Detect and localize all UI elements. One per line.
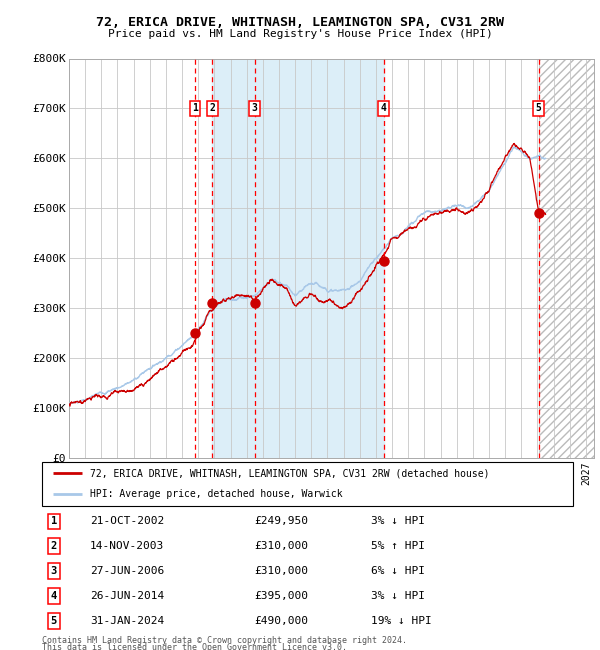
FancyBboxPatch shape (42, 462, 573, 506)
Text: £310,000: £310,000 (254, 541, 308, 551)
Text: 3% ↓ HPI: 3% ↓ HPI (371, 517, 425, 526)
Text: 2: 2 (209, 103, 215, 114)
Text: 72, ERICA DRIVE, WHITNASH, LEAMINGTON SPA, CV31 2RW: 72, ERICA DRIVE, WHITNASH, LEAMINGTON SP… (96, 16, 504, 29)
Text: 26-JUN-2014: 26-JUN-2014 (90, 592, 164, 601)
Text: This data is licensed under the Open Government Licence v3.0.: This data is licensed under the Open Gov… (42, 644, 347, 650)
Text: 5: 5 (50, 616, 57, 626)
Text: £249,950: £249,950 (254, 517, 308, 526)
Text: 72, ERICA DRIVE, WHITNASH, LEAMINGTON SPA, CV31 2RW (detached house): 72, ERICA DRIVE, WHITNASH, LEAMINGTON SP… (90, 469, 489, 478)
Text: 6% ↓ HPI: 6% ↓ HPI (371, 566, 425, 577)
Text: 3: 3 (50, 566, 57, 577)
Text: 1: 1 (50, 517, 57, 526)
Text: 5% ↑ HPI: 5% ↑ HPI (371, 541, 425, 551)
Text: 2: 2 (50, 541, 57, 551)
Text: Price paid vs. HM Land Registry's House Price Index (HPI): Price paid vs. HM Land Registry's House … (107, 29, 493, 39)
Text: 14-NOV-2003: 14-NOV-2003 (90, 541, 164, 551)
Text: 19% ↓ HPI: 19% ↓ HPI (371, 616, 432, 626)
Text: 5: 5 (536, 103, 542, 114)
Text: Contains HM Land Registry data © Crown copyright and database right 2024.: Contains HM Land Registry data © Crown c… (42, 636, 407, 645)
Text: £310,000: £310,000 (254, 566, 308, 577)
Bar (539, 58, 594, 458)
Text: £395,000: £395,000 (254, 592, 308, 601)
Text: 4: 4 (381, 103, 386, 114)
Text: 27-JUN-2006: 27-JUN-2006 (90, 566, 164, 577)
Text: 3% ↓ HPI: 3% ↓ HPI (371, 592, 425, 601)
Text: £490,000: £490,000 (254, 616, 308, 626)
Text: HPI: Average price, detached house, Warwick: HPI: Average price, detached house, Warw… (90, 489, 343, 499)
Text: 21-OCT-2002: 21-OCT-2002 (90, 517, 164, 526)
Bar (212, 58, 383, 458)
Text: 3: 3 (252, 103, 258, 114)
Text: 1: 1 (192, 103, 198, 114)
Text: 31-JAN-2024: 31-JAN-2024 (90, 616, 164, 626)
Text: 4: 4 (50, 592, 57, 601)
